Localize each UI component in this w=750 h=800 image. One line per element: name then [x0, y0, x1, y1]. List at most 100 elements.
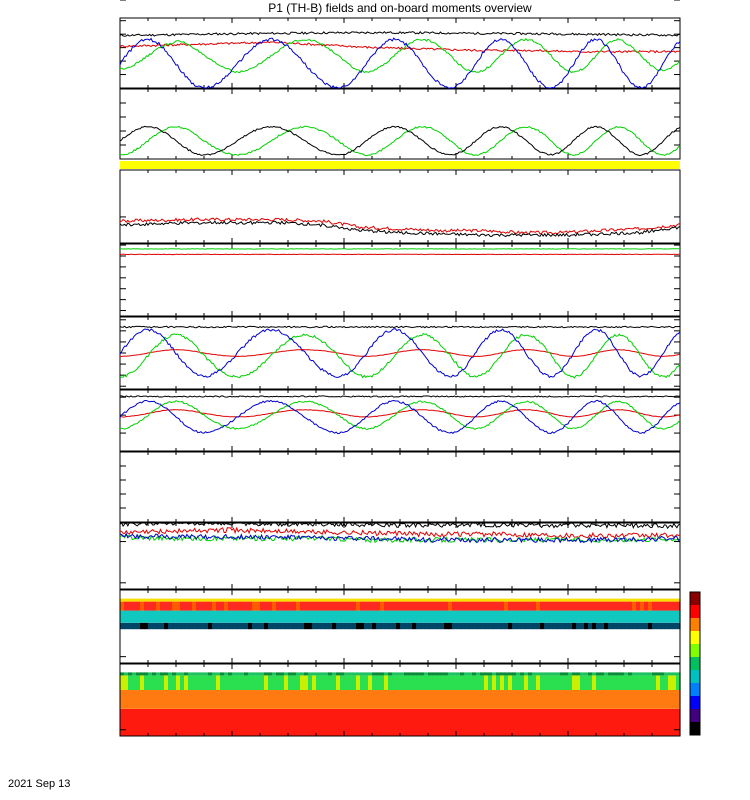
spectrogram-cell	[660, 690, 665, 709]
spectrogram-cell	[460, 598, 465, 602]
spectrogram-cell	[600, 598, 605, 602]
spectrogram-cell	[368, 598, 373, 602]
spectrogram-cell	[276, 601, 281, 611]
spectrogram-cell	[228, 708, 233, 737]
spectrogram-cell	[256, 708, 261, 737]
spectrogram-cell	[312, 690, 317, 709]
spectrogram-cell	[404, 622, 409, 630]
spectrogram-cell	[452, 622, 457, 630]
spectrogram-cell	[348, 601, 353, 611]
spectrogram-cell	[664, 690, 669, 709]
spectrogram-cell	[276, 690, 281, 709]
spectrogram-cell	[288, 598, 293, 602]
spectrogram-cell	[620, 708, 625, 737]
spectrogram-cell	[508, 610, 513, 623]
spectrogram-cell	[516, 601, 521, 611]
spectrogram-cell	[148, 672, 153, 676]
spectrogram-cell	[432, 610, 437, 623]
spectrogram-cell	[472, 675, 477, 690]
spectrogram-cell	[220, 610, 225, 623]
spectrogram-cell	[460, 708, 465, 737]
spectrogram-cell	[232, 598, 237, 602]
spectrogram-cell	[184, 690, 189, 709]
spectrogram-cell	[208, 601, 213, 611]
spectrogram-cell	[236, 598, 241, 602]
spectrogram-cell	[364, 601, 369, 611]
spectrogram-cell	[416, 610, 421, 623]
spectrogram-cell	[504, 610, 509, 623]
spectrogram-cell	[532, 610, 537, 623]
spectrogram-cell	[168, 675, 173, 690]
date-label: 2021 Sep 13	[8, 778, 70, 790]
spectrogram-cell	[176, 708, 181, 737]
spectrogram-cell	[192, 675, 197, 690]
spectrogram-cell	[472, 690, 477, 709]
spectrogram-cell	[580, 690, 585, 709]
spectrogram-cell	[504, 598, 509, 602]
spectrogram-cell	[612, 610, 617, 623]
spectrogram-cell	[260, 690, 265, 709]
spectrogram-cell	[668, 610, 673, 623]
spectrogram-cell	[532, 622, 537, 630]
series-line-Vy	[119, 332, 681, 379]
spectrogram-cell	[280, 672, 285, 676]
spectrogram-cell	[340, 672, 345, 676]
spectrogram-cell	[144, 690, 149, 709]
spectrogram-cell	[476, 598, 481, 602]
spectrogram-cell	[512, 672, 517, 676]
spectrogram-cell	[656, 672, 661, 676]
spectrogram-cell	[164, 610, 169, 623]
spectrogram-cell	[488, 672, 493, 676]
spectrogram-cell	[360, 601, 365, 611]
spectrogram-cell	[200, 675, 205, 690]
spectrogram-cell	[260, 601, 265, 611]
spectrogram-cell	[244, 601, 249, 611]
spectrogram-cell	[460, 610, 465, 623]
spectrogram-cell	[280, 598, 285, 602]
spectrogram-cell	[312, 622, 317, 630]
spectrogram-cell	[676, 672, 681, 676]
spectrogram-cell	[592, 598, 597, 602]
spectrogram-cell	[172, 622, 177, 630]
spectrogram-cell	[568, 610, 573, 623]
spectrogram-cell	[608, 601, 613, 611]
spectrogram-cell	[636, 672, 641, 676]
spectrogram-cell	[404, 672, 409, 676]
spectrogram-cell	[380, 675, 385, 690]
spectrogram-cell	[656, 598, 661, 602]
spectrogram-cell	[524, 672, 529, 676]
spectrogram-cell	[316, 601, 321, 611]
spectrogram-cell	[428, 601, 433, 611]
spectrogram-cell	[292, 622, 297, 630]
spectrogram-cell	[636, 601, 641, 611]
spectrogram-cell	[196, 622, 201, 630]
spectrogram-cell	[544, 690, 549, 709]
spectrogram-cell	[636, 690, 641, 709]
spectrogram-cell	[420, 601, 425, 611]
spectrogram-cell	[372, 708, 377, 737]
spectrogram-cell	[664, 601, 669, 611]
spectrogram-cell	[660, 598, 665, 602]
spectrogram-cell	[396, 672, 401, 676]
spectrogram-cell	[404, 610, 409, 623]
spectrogram-cell	[552, 601, 557, 611]
spectrogram-cell	[176, 672, 181, 676]
spectrogram-cell	[324, 601, 329, 611]
spectrogram-cell	[216, 672, 221, 676]
spectrogram-cell	[600, 601, 605, 611]
spectrogram-cell	[272, 598, 277, 602]
spectrogram-cell	[556, 601, 561, 611]
panel-peem-velocity	[119, 389, 681, 452]
spectrogram-cell	[320, 601, 325, 611]
spectrogram-cell	[296, 598, 301, 602]
spectrogram-cell	[280, 622, 285, 630]
spectrogram-cell	[356, 601, 361, 611]
spectrogram-cell	[456, 601, 461, 611]
spectrogram-cell	[492, 622, 497, 630]
colorbar-swatch	[690, 683, 700, 697]
spectrogram-cell	[436, 672, 441, 676]
spectrogram-cell	[496, 690, 501, 709]
spectrogram-cell	[664, 610, 669, 623]
spectrogram-cell	[376, 601, 381, 611]
spectrogram-cell	[372, 610, 377, 623]
